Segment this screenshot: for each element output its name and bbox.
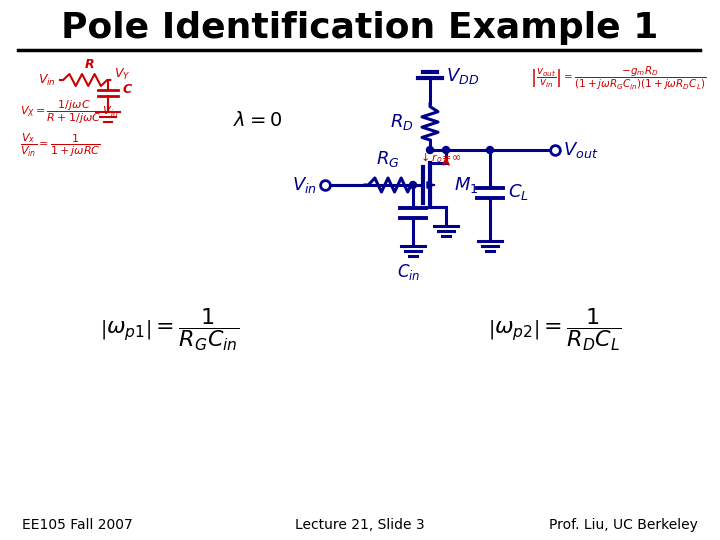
Text: $V_X = \dfrac{1/j\omega C}{R + 1/j\omega C}\,V_{in}$: $V_X = \dfrac{1/j\omega C}{R + 1/j\omega… xyxy=(20,98,119,126)
Text: Prof. Liu, UC Berkeley: Prof. Liu, UC Berkeley xyxy=(549,518,698,532)
Text: $\dfrac{V_x}{V_{in}} = \dfrac{1}{1 + j\omega RC}$: $\dfrac{V_x}{V_{in}} = \dfrac{1}{1 + j\o… xyxy=(20,131,101,159)
Text: $C_L$: $C_L$ xyxy=(508,183,529,202)
Text: Pole Identification Example 1: Pole Identification Example 1 xyxy=(61,11,659,45)
Text: $R_G$: $R_G$ xyxy=(376,149,400,169)
Text: $V_Y$: $V_Y$ xyxy=(114,67,131,82)
Text: $\left|\dfrac{v_{out}}{v_{in}}\right| = \dfrac{-g_m R_D}{(1+j\omega R_G C_{in})(: $\left|\dfrac{v_{out}}{v_{in}}\right| = … xyxy=(530,64,706,92)
Text: $\left|\omega_{p1}\right| = \dfrac{1}{R_G C_{in}}$: $\left|\omega_{p1}\right| = \dfrac{1}{R_… xyxy=(100,307,240,353)
Text: $\left|\omega_{p2}\right| = \dfrac{1}{R_D C_L}$: $\left|\omega_{p2}\right| = \dfrac{1}{R_… xyxy=(488,307,622,353)
Text: $R_D$: $R_D$ xyxy=(390,112,414,132)
Text: $\downarrow r_o\!=\!\infty$: $\downarrow r_o\!=\!\infty$ xyxy=(418,151,462,165)
Text: $V_{out}$: $V_{out}$ xyxy=(563,140,598,160)
Text: $V_{in}$: $V_{in}$ xyxy=(38,72,56,87)
Text: R: R xyxy=(85,58,94,71)
Circle shape xyxy=(443,146,449,153)
Circle shape xyxy=(487,146,493,153)
Text: $\lambda = 0$: $\lambda = 0$ xyxy=(233,111,283,130)
Circle shape xyxy=(426,146,433,153)
Text: EE105 Fall 2007: EE105 Fall 2007 xyxy=(22,518,132,532)
Text: $M_1$: $M_1$ xyxy=(454,175,478,195)
Text: C: C xyxy=(122,83,132,96)
Circle shape xyxy=(410,181,416,188)
Text: Lecture 21, Slide 3: Lecture 21, Slide 3 xyxy=(295,518,425,532)
Text: $V_{in}$: $V_{in}$ xyxy=(292,175,317,195)
Text: $V_{DD}$: $V_{DD}$ xyxy=(446,66,479,86)
Text: $C_{in}$: $C_{in}$ xyxy=(397,262,420,282)
